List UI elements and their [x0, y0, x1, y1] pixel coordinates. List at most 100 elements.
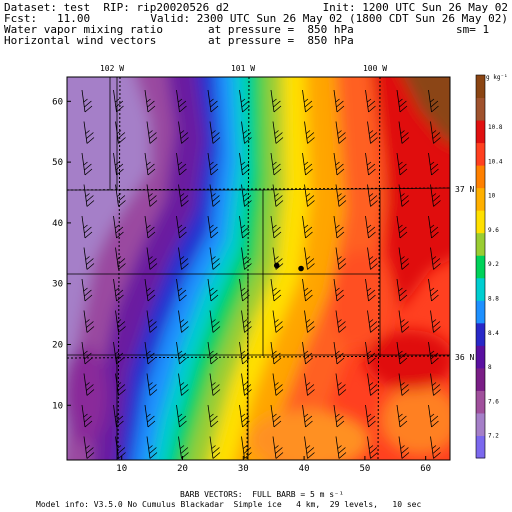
wind-barb [178, 184, 189, 207]
wind-barb [83, 184, 95, 207]
wind-barb [333, 404, 345, 428]
wind-barb [239, 89, 250, 113]
wind-barb [83, 310, 95, 333]
x-tick-label: 30 [238, 464, 249, 474]
wind-barb [83, 373, 95, 396]
wind-barb [335, 310, 347, 333]
wind-barb [270, 341, 282, 365]
field-level-label: at pressure = 850 hPa [208, 23, 354, 36]
x-axis: 10 20 30 40 50 60 [116, 456, 431, 474]
wind-barb [270, 215, 282, 239]
vector-level-label: at pressure = 850 hPa [208, 34, 354, 47]
wind-barb [333, 278, 345, 302]
wind-barb [209, 247, 221, 270]
wind-barb [81, 278, 93, 302]
station-dot [298, 265, 304, 272]
wind-barb [115, 184, 126, 207]
x-tick-label: 10 [116, 464, 127, 474]
wind-barb [209, 121, 221, 144]
wind-barb [365, 89, 376, 113]
wind-barb [430, 373, 441, 396]
wind-barb [207, 89, 219, 113]
wind-barb [335, 184, 347, 207]
wind-barb [115, 373, 126, 396]
wind-barb [398, 184, 410, 207]
colorbar-swatch [476, 390, 485, 414]
lat-label-36n: 36 N [455, 353, 474, 362]
x-tick-label: 60 [420, 464, 431, 474]
lon-label-101w: 101 W [231, 64, 255, 73]
wind-barb [81, 215, 93, 239]
wind-barb [178, 436, 189, 459]
wind-barb [209, 436, 221, 459]
wind-barb [398, 121, 410, 144]
wind-barb [272, 121, 284, 144]
wind-barb [302, 89, 313, 113]
wind-barb [178, 247, 189, 270]
colorbar-frame [475, 74, 486, 459]
colorbar-swatch [476, 165, 485, 189]
wind-barb [81, 341, 93, 365]
wind-barb [207, 215, 219, 239]
y-tick-label: 60 [52, 97, 63, 107]
wind-barb [428, 278, 439, 302]
colorbar-label: 10.4 [488, 158, 503, 165]
x-tick-label: 40 [299, 464, 310, 474]
wind-barb [115, 436, 126, 459]
model-info: Model info: V3.5.0 No Cumulus Blackadar … [36, 500, 422, 509]
wind-barb [430, 247, 441, 270]
wind-barb [365, 341, 376, 365]
wind-barb [176, 152, 187, 176]
wind-barb [270, 278, 282, 302]
lon-label-100w: 100 W [363, 64, 387, 73]
wind-barb [176, 404, 187, 428]
wind-barb [178, 373, 189, 396]
colorbar-label: 7.2 [488, 433, 499, 440]
wind-barb [239, 404, 250, 428]
wind-barb [367, 184, 378, 207]
wind-barb [304, 121, 315, 144]
wind-barb [304, 373, 315, 396]
colorbar-swatch [476, 322, 485, 346]
wind-barb [239, 215, 250, 239]
wind-barb [146, 310, 158, 333]
wind-barb [178, 310, 189, 333]
wind-barb [428, 404, 439, 428]
wind-barb [270, 152, 282, 176]
station-dots [273, 262, 304, 272]
wind-barb [396, 215, 408, 239]
wind-barb [398, 247, 410, 270]
x-tick-label: 20 [177, 464, 188, 474]
wind-barb [367, 310, 378, 333]
y-tick-label: 10 [52, 401, 63, 411]
valid-time-label: Valid: 2300 UTC Sun 26 May 02 (1800 CDT … [150, 12, 508, 25]
colorbar-label: 10.8 [488, 124, 503, 131]
wind-barb [241, 247, 252, 270]
wind-barb [83, 436, 95, 459]
colorbar-label: 9.6 [488, 227, 499, 234]
wind-barb [81, 404, 93, 428]
wind-barb [272, 247, 284, 270]
wind-barb [396, 341, 408, 365]
wind-barb [144, 215, 156, 239]
wind-barb [428, 215, 439, 239]
colorbar-swatch [476, 210, 485, 234]
wind-barb [146, 436, 158, 459]
colorbar-swatch [476, 345, 485, 369]
wind-barb [176, 278, 187, 302]
x-tick-label: 50 [359, 464, 370, 474]
wind-barb [367, 373, 378, 396]
wind-barb [302, 341, 313, 365]
wind-barb [241, 184, 252, 207]
colorbar-swatch [476, 187, 485, 211]
colorbar-label: 10 [488, 193, 496, 200]
wind-barb [302, 152, 313, 176]
colorbar-swatch [476, 435, 485, 459]
wind-barb [335, 373, 347, 396]
lat-label-37n: 37 N [455, 185, 474, 194]
wind-barb [207, 404, 219, 428]
wind-barb [367, 436, 378, 459]
wind-barb [146, 121, 158, 144]
wind-barb [272, 184, 284, 207]
